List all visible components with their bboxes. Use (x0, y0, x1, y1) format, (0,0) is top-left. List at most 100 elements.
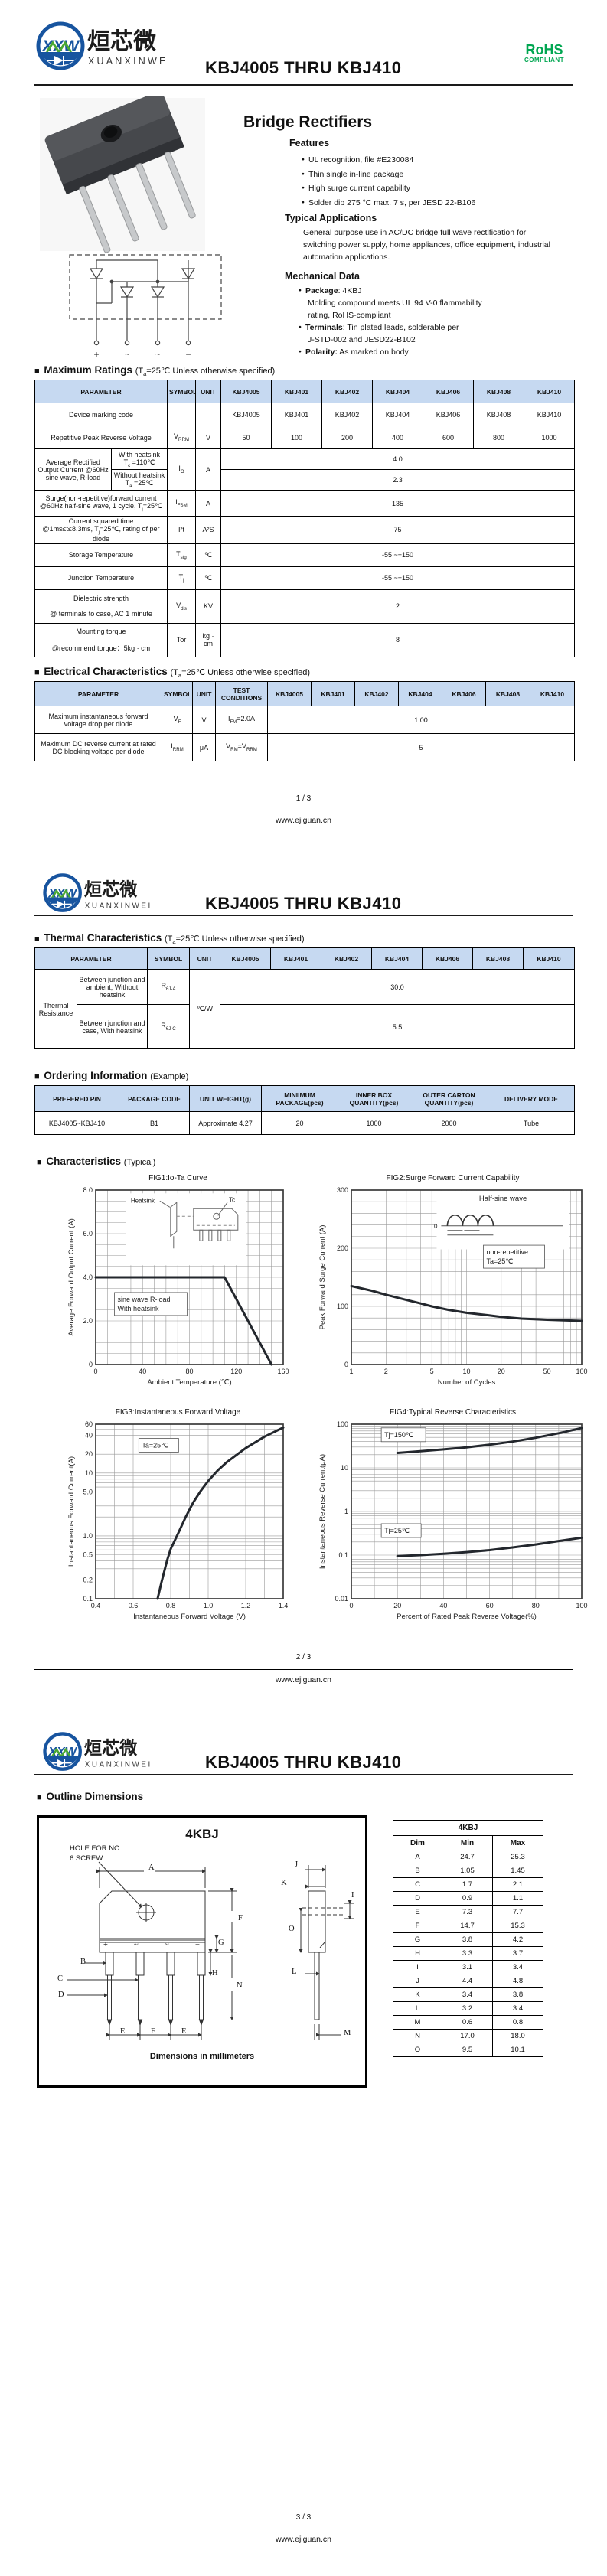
svg-text:Average Forward Output Current: Average Forward Output Current (A) (67, 1218, 76, 1335)
schematic-pin-ac1: ~ (124, 349, 130, 360)
dimension-label: C (57, 1974, 64, 1983)
unit-cell: V (195, 426, 221, 449)
svg-text:Instantaneous Forward Current(: Instantaneous Forward Current(A) (67, 1456, 76, 1567)
svg-text:20: 20 (393, 1602, 401, 1609)
svg-text:non-repetitive: non-repetitive (486, 1248, 528, 1256)
svg-text:200: 200 (337, 1244, 348, 1252)
dimensions-caption: Dimensions in millimeters (149, 2052, 255, 2061)
svg-text:20: 20 (498, 1368, 505, 1375)
svg-text:sine wave R-load: sine wave R-load (118, 1296, 171, 1303)
param-cell: Repetitive Peak Reverse Voltage (34, 426, 168, 449)
logo-chinese-name: 烜芯微 (87, 29, 156, 54)
page-number: 1 / 3 (295, 794, 312, 803)
unit-cell: ℃/W (189, 969, 220, 1049)
logo-english-name: XUANXINWEI (88, 56, 168, 67)
svg-text:烜芯微: 烜芯微 (84, 879, 138, 899)
svg-text:5: 5 (430, 1368, 434, 1375)
svg-text:XUANXINWEI: XUANXINWEI (85, 902, 152, 910)
test-condition-cell: VRM=VRRM (215, 733, 268, 761)
part-header: KBJ404 (372, 380, 423, 403)
feature-item: Thin single in-line package (302, 168, 475, 182)
fig4-plot: 0 20 40 60 80 100 0.01 0.1 1 10 100 Percent of Rate… (318, 1420, 588, 1621)
svg-text:300: 300 (337, 1186, 348, 1194)
characteristics-heading: Characteristics (Typical) (37, 1156, 155, 1167)
table-row: Repetitive Peak Reverse Voltage VRRM V 5… (34, 426, 575, 449)
condition-cell: With heatsink Tc =110℃ (111, 448, 168, 470)
value-cell: KBJ4005 (220, 403, 272, 426)
ordering-table: PREFERED P/N PACKAGE CODE UNIT WEIGHT(g) M… (34, 1085, 575, 1135)
svg-text:烜芯微: 烜芯微 (84, 1738, 138, 1758)
dim-row: D 0.9 1.1 (393, 1891, 543, 1906)
test-condition-cell: IFM=2.0A (215, 706, 268, 734)
svg-text:80: 80 (532, 1602, 540, 1609)
table-row: Mounting torque @recommend torque：5kg · … (34, 622, 575, 657)
dim-row: G 3.8 4.2 (393, 1932, 543, 1947)
website-link[interactable]: www.ejiguan.cn (276, 816, 331, 825)
dimension-label: A (148, 1864, 155, 1872)
website-link[interactable]: www.ejiguan.cn (276, 2535, 331, 2544)
table-header-row: PARAMETER SYMBOL UNIT KBJ4005 KBJ401 KBJ40… (34, 947, 575, 970)
table-header-row: PARAMETER SYMBOL UNIT KBJ4005 KBJ401 KBJ4… (34, 380, 575, 403)
company-logo: XXW 烜芯微 XUANXINWEI (43, 1732, 150, 1771)
fig1-io-ta-curve: FIG1:Io-Ta Curve Heatsink Tc 0 40 80 120 160 0 2… (65, 1174, 291, 1394)
dimension-label: N (237, 1981, 243, 1990)
package-name: 4KBJ (185, 1827, 219, 1841)
svg-text:Number of Cycles: Number of Cycles (438, 1378, 496, 1387)
fig3-plot: 0.4 0.6 0.8 1.0 1.2 1.4 0.1 0.2 0.5 1.0 5.0 10 20 40 6… (67, 1420, 289, 1621)
dim-row: I 3.1 3.4 (393, 1960, 543, 1974)
table-header-row: PARAMETER SYMBOL UNIT TEST CONDITIONS KB… (34, 681, 575, 706)
svg-text:100: 100 (576, 1368, 587, 1375)
document-title: KBJ4005 THRU KBJ410 (205, 58, 402, 77)
features-list: UL recognition, file #E230084 Thin singl… (292, 153, 475, 210)
dim-row: J 4.4 4.8 (393, 1974, 543, 1988)
dimension-label: J (295, 1860, 299, 1869)
svg-text:0.1: 0.1 (338, 1551, 348, 1559)
applications-text: General purpose use in AC/DC bridge full… (303, 228, 550, 262)
table-row: Maximum instantaneous forward voltage dr… (34, 706, 575, 734)
svg-text:100: 100 (337, 1420, 348, 1428)
param-cell: Device marking code (34, 403, 168, 426)
table-row: Thermal Resistance Between junction and … (34, 969, 575, 1049)
package-outline-svg (67, 1861, 354, 2040)
dimension-label: G (218, 1939, 224, 1947)
feature-item: Solder dip 275 °C max. 7 s, per JESD 22-… (302, 196, 475, 210)
param-cell: Dielectric strength @ terminals to case,… (34, 589, 168, 624)
rohs-badge: RoHS (525, 42, 563, 57)
dim-row: M 0.6 0.8 (393, 2015, 543, 2030)
param-cell: Between junction and case, With heatsink (77, 1004, 148, 1049)
param-cell: Surge(non-repetitive)forward current @60… (34, 490, 168, 517)
features-heading: Features (289, 138, 330, 148)
svg-text:50: 50 (543, 1368, 551, 1375)
svg-text:0: 0 (349, 1602, 353, 1609)
dimension-table: 4KBJ Dim Min Max A 24.7 25.3 B 1.05 1.45 C 1.7 2… (393, 1820, 543, 2057)
svg-text:1.2: 1.2 (241, 1602, 251, 1609)
svg-text:1: 1 (349, 1368, 353, 1375)
table-row: Current squared time @1ms≤t≤8.3ms, Tj=25… (34, 516, 575, 544)
mech-item: Package: 4KBJ (299, 285, 566, 297)
svg-text:5.0: 5.0 (83, 1489, 93, 1496)
max-ratings-heading: Maximum Ratings (Ta=25℃ Unless otherwise… (34, 364, 275, 377)
svg-text:2.0: 2.0 (83, 1317, 93, 1325)
param-cell: Maximum instantaneous forward voltage dr… (34, 706, 162, 734)
group-cell: Thermal Resistance (34, 969, 77, 1049)
electrical-table: PARAMETER SYMBOL UNIT TEST CONDITIONS KB… (34, 681, 575, 761)
schematic-pin-plus: + (93, 349, 100, 360)
mech-item: Polarity: As marked on body (299, 346, 566, 358)
electrical-heading: Electrical Characteristics (Ta=25℃ Unles… (34, 666, 310, 679)
table-row: Without heatsink Ta =25℃ 2.3 (35, 469, 575, 491)
svg-text:80: 80 (185, 1368, 193, 1375)
svg-text:0.6: 0.6 (129, 1602, 139, 1609)
table-row: KBJ4005~KBJ410 B1 Approximate 4.27 20 1000… (34, 1111, 575, 1135)
website-link[interactable]: www.ejiguan.cn (276, 1675, 331, 1684)
svg-text:4.0: 4.0 (83, 1273, 93, 1281)
svg-text:0: 0 (89, 1361, 93, 1368)
param-cell: Current squared time @1ms≤t≤8.3ms, Tj=25… (34, 516, 168, 544)
diode-symbols (89, 268, 196, 298)
part-header: KBJ4005 (220, 380, 272, 403)
svg-text:2: 2 (384, 1368, 388, 1375)
svg-text:1.4: 1.4 (279, 1602, 289, 1609)
svg-text:0.2: 0.2 (83, 1576, 93, 1583)
svg-text:0: 0 (344, 1361, 348, 1368)
part-header: KBJ401 (271, 380, 322, 403)
